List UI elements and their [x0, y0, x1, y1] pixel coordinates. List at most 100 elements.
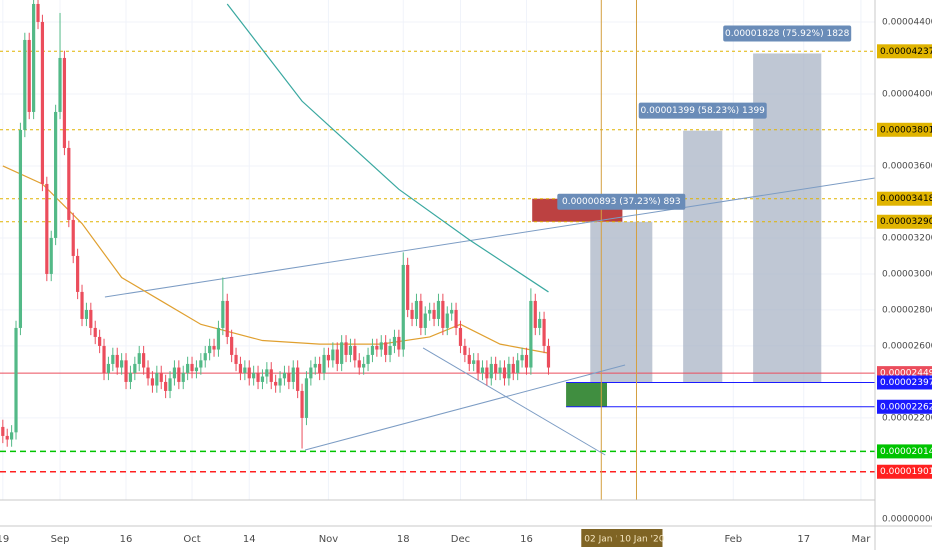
date-marker-label: 02 Jan '2: [584, 535, 623, 545]
candle-body: [84, 309, 89, 319]
candle-body: [472, 360, 476, 364]
candle-body: [313, 363, 317, 368]
axes: 0.00004400 0.00004000 0.00003600 0.00003200…: [0, 17, 932, 547]
candle-body: [401, 264, 405, 350]
price-level-tag: [877, 191, 932, 206]
candle-body: [463, 345, 467, 355]
candle-body: [397, 336, 401, 350]
y-tick-label: 0.00004400: [882, 17, 932, 27]
x-tick-label: 19: [0, 534, 9, 545]
candle-body: [252, 372, 256, 379]
date-marker-tag: [616, 529, 663, 547]
candle-body: [384, 342, 388, 355]
y-tick-label: 0.00002800: [882, 305, 932, 315]
candle-body: [124, 360, 128, 382]
trendline: [104, 177, 875, 298]
candle-body: [45, 183, 49, 274]
candle-body: [340, 342, 344, 364]
price-level-tag: [877, 122, 932, 137]
candle-body: [212, 345, 216, 350]
candle-body: [498, 367, 502, 373]
candle-body: [520, 354, 524, 361]
candle-body: [168, 378, 172, 391]
candle-body: [186, 363, 190, 373]
candle-body: [265, 369, 269, 377]
candle-body: [441, 300, 445, 328]
candle-body: [370, 345, 375, 355]
candle-body: [67, 147, 71, 220]
candle-body: [278, 378, 282, 386]
date-marker-label: 10 Jan '20: [619, 535, 664, 545]
y-tick-label: 0.00003600: [882, 161, 932, 171]
candle-body: [71, 219, 75, 256]
price-level-tag: [877, 375, 932, 390]
candle-body: [194, 367, 199, 372]
candle-body: [208, 345, 212, 354]
candle-body: [40, 21, 45, 184]
candle-body: [62, 57, 67, 148]
candle-body: [388, 345, 392, 355]
candle-body: [216, 327, 221, 350]
candle-body: [199, 360, 203, 368]
candle-body: [546, 345, 551, 368]
candle-body: [309, 367, 313, 379]
candle-body: [296, 367, 300, 391]
candle-body: [102, 345, 106, 373]
projection-bar: [590, 221, 653, 383]
price-level-tag: [877, 444, 932, 459]
candle-body: [489, 363, 493, 379]
candle-body: [234, 354, 238, 364]
y-tick-label: 0.00003200: [882, 233, 932, 243]
candle-body: [322, 354, 326, 373]
x-tick-label: 17: [797, 534, 810, 545]
x-tick-label: Oct: [183, 534, 200, 545]
candle-body: [128, 372, 133, 382]
projection-bar: [683, 130, 723, 383]
candle-body: [392, 336, 397, 346]
candle-body: [137, 353, 141, 364]
projection-label-box: [723, 25, 852, 42]
y-tick-label: 0.00003000: [882, 269, 932, 279]
candle-body: [300, 390, 304, 418]
candle-body: [344, 342, 348, 355]
price-level-tag: [877, 214, 932, 229]
x-tick-label: Sep: [51, 534, 70, 545]
candle-body: [256, 372, 260, 382]
candle-body: [485, 367, 489, 379]
y-tick-label: 0.00004000: [882, 89, 932, 99]
candle-body: [476, 360, 480, 373]
price-level-label: 0.00003801: [880, 125, 932, 135]
trendline: [305, 364, 626, 451]
candle-body: [502, 367, 507, 379]
candle-body: [269, 369, 273, 382]
candle-body: [445, 313, 449, 328]
price-level-tag: [877, 399, 932, 414]
candle-body: [274, 381, 278, 386]
candle-body: [32, 3, 36, 112]
price-level-label: 0.00001901: [880, 467, 932, 477]
candle-body: [10, 432, 14, 440]
candle-body: [454, 309, 458, 328]
candle-body: [450, 309, 454, 314]
candle-body: [406, 264, 410, 310]
candle-body: [190, 363, 194, 372]
candle-body: [27, 39, 31, 112]
candle-body: [36, 3, 40, 22]
price-level-label: 0.00003418: [880, 194, 932, 204]
candle-body: [23, 39, 27, 130]
candle-body: [291, 367, 295, 382]
candle-body: [533, 300, 537, 328]
projection-label-box: [557, 193, 686, 210]
x-tick-label: 16: [120, 534, 133, 545]
candle-body: [379, 342, 383, 350]
candle-body: [318, 363, 322, 373]
x-tick-label: Dec: [451, 534, 470, 545]
candle-body: [5, 435, 9, 440]
candle-body: [524, 354, 529, 368]
candle-body: [142, 353, 146, 368]
candle-body: [150, 378, 155, 386]
position-box: [566, 382, 608, 407]
candle-body: [181, 372, 185, 382]
candle-body: [428, 309, 432, 314]
